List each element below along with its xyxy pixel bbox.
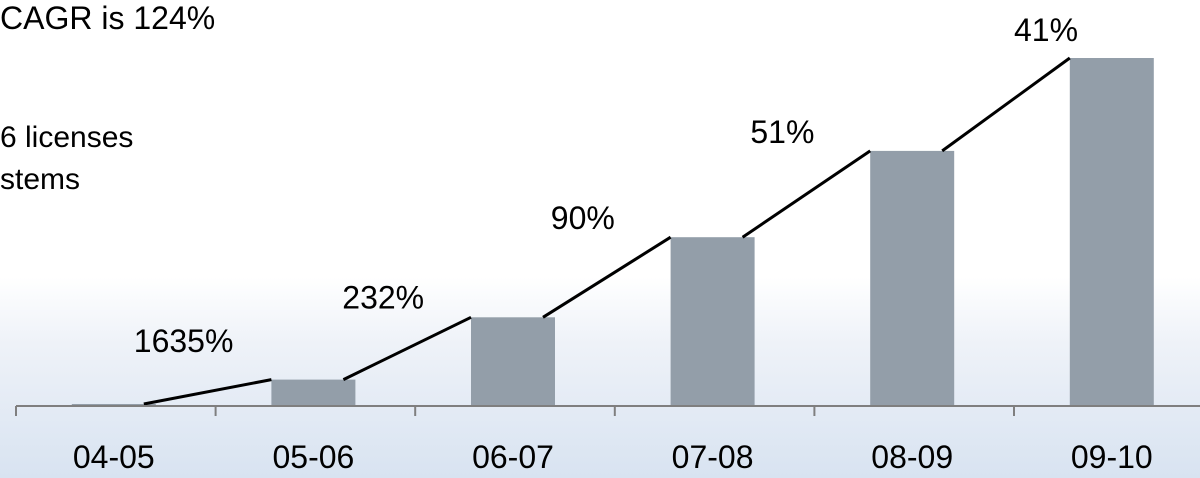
growth-line-segment [342,315,472,381]
bar-08-09 [870,150,955,406]
growth-label: 232% [342,279,424,315]
cagr-note: CAGR is 124% [0,0,216,36]
growth-line-segment [741,149,872,239]
bar-09-10 [1069,58,1154,406]
growth-line-segment [542,235,672,319]
bar-05-06 [271,379,356,406]
x-tick-label: 07-08 [672,439,754,475]
x-tick-label: 08-09 [871,439,953,475]
growth-label: 51% [750,114,814,150]
growth-label: 1635% [134,323,234,359]
bars-group [71,58,1154,406]
growth-label: 90% [551,200,615,236]
x-tick-label: 05-06 [272,439,354,475]
growth-label: 41% [1014,12,1078,48]
systems-note: stems [0,163,81,196]
growth-line-group [143,56,1071,406]
x-tick-label: 06-07 [472,439,554,475]
bar-07-08 [670,237,755,406]
x-tick-label: 09-10 [1071,439,1153,475]
licenses-note: 6 licenses [0,121,134,154]
x-axis [15,405,1200,416]
bar-06-07 [471,317,555,406]
growth-line-segment [941,56,1071,153]
growth-line-segment [143,378,272,406]
labels-group: 04-05 05-06 06-07 07-08 08-09 09-10 1635% 232% 9… [73,12,1153,475]
x-tick-label: 04-05 [73,439,155,475]
